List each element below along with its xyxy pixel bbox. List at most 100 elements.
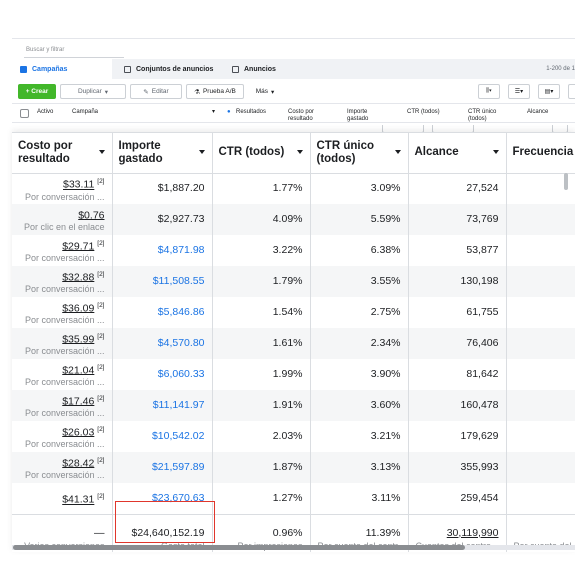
- ads-manager-background: Buscar y filtrar Campañas Conjuntos de a…: [12, 38, 575, 133]
- cell-ctr: 1.87%: [212, 452, 311, 483]
- cell-cost-per-result: $32.88 [2] Por conversación ...: [12, 266, 113, 297]
- cell-reach: 76,406: [408, 328, 507, 359]
- amount-spent-value[interactable]: $6,060.33: [157, 368, 205, 380]
- sort-arrow-icon[interactable]: [296, 150, 303, 154]
- col-unique-ctr: CTR único (todos): [468, 109, 497, 122]
- duplicate-button[interactable]: Duplicar ▾: [60, 84, 126, 99]
- unique-ctr-value: 2.75%: [370, 306, 401, 318]
- ctr-value: 1.54%: [272, 306, 303, 318]
- col-active: Activo: [37, 109, 54, 115]
- cost-per-result-value[interactable]: $26.03: [62, 426, 95, 439]
- cost-per-result-value[interactable]: $21.04: [62, 364, 95, 377]
- footnote-marker: [2]: [97, 239, 105, 247]
- cell-amount-spent: $21,597.89: [112, 452, 213, 483]
- cell-cost-per-result: $0.76 Por clic en el enlace: [12, 204, 113, 235]
- ad-icon: [232, 65, 239, 73]
- cell-reach: 73,769: [408, 204, 507, 235]
- cell-cost-per-result: $26.03 [2] Por conversación ...: [12, 421, 113, 452]
- cost-per-result-value[interactable]: $28.42: [62, 457, 95, 470]
- amount-spent-value[interactable]: $11,141.97: [152, 399, 205, 411]
- ab-test-button[interactable]: ⚗ Prueba A/B: [186, 84, 244, 99]
- cost-per-result-value[interactable]: $33.11: [63, 178, 95, 191]
- header-reach[interactable]: Alcance: [408, 133, 507, 174]
- amount-spent-value[interactable]: $4,570.80: [157, 337, 205, 349]
- total-value[interactable]: 30,119,990: [446, 526, 499, 539]
- col-cpr: Costo por resultado: [288, 109, 315, 122]
- table-row[interactable]: $35.99 [2] Por conversación ... $4,570.80 1…: [12, 328, 575, 359]
- unique-ctr-value: 3.90%: [370, 368, 401, 380]
- header-amount-spent[interactable]: Importe gastado: [112, 133, 213, 174]
- header-ctr-all[interactable]: CTR (todos): [212, 133, 311, 174]
- more-options-icon[interactable]: [568, 84, 575, 99]
- amount-spent-value[interactable]: $23,670.63: [151, 491, 205, 504]
- header-unique-ctr[interactable]: CTR único (todos): [310, 133, 409, 174]
- cell-reach: 130,198: [408, 266, 507, 297]
- amount-spent-value[interactable]: $21,597.89: [151, 461, 205, 473]
- export-icon[interactable]: ▤▾: [538, 84, 560, 99]
- footnote-marker: [2]: [97, 456, 105, 464]
- table-row[interactable]: $21.04 [2] Por conversación ... $6,060.33 1…: [12, 359, 575, 390]
- horizontal-scrollbar[interactable]: [13, 545, 465, 550]
- header-cost-per-result[interactable]: Costo por resultado: [12, 133, 113, 174]
- sort-arrow-icon[interactable]: [198, 150, 205, 154]
- amount-spent-value[interactable]: $4,871.98: [157, 244, 205, 256]
- sort-arrow-icon[interactable]: [98, 150, 105, 154]
- cost-per-result-value[interactable]: $17.46: [62, 395, 95, 408]
- cost-per-result-value[interactable]: $29.71: [62, 240, 95, 253]
- cell-ctr: 3.22%: [212, 235, 311, 266]
- cell-reach: 160,478: [408, 390, 507, 421]
- unique-ctr-value: 6.38%: [370, 244, 401, 256]
- header-frequency[interactable]: Frecuencia: [506, 133, 575, 174]
- tab-adsets[interactable]: Conjuntos de anuncios: [116, 59, 224, 79]
- breakdown-icon[interactable]: ☰▾: [508, 84, 530, 99]
- cell-frequency: [506, 390, 575, 421]
- vertical-scrollbar[interactable]: [564, 173, 568, 190]
- amount-spent-value[interactable]: $10,542.02: [151, 430, 205, 442]
- tab-campaigns[interactable]: Campañas: [12, 59, 112, 79]
- sort-arrow-icon[interactable]: [394, 150, 401, 154]
- table-row[interactable]: $26.03 [2] Por conversación ... $10,542.02…: [12, 421, 575, 452]
- amount-spent-value[interactable]: $11,508.55: [152, 275, 205, 287]
- amount-spent-value: $1,887.20: [157, 182, 205, 195]
- background-column-header: Activo Campaña ▾ ● Resultados Costo por …: [12, 103, 575, 123]
- metrics-table: Costo por resultado Importe gastado CTR …: [12, 133, 575, 552]
- search-underline: [24, 57, 124, 58]
- create-button[interactable]: + Crear: [18, 84, 56, 99]
- table-row[interactable]: $41.31 [2] $23,670.63 1.27% 3.11% 259,454: [12, 483, 575, 514]
- table-row[interactable]: $32.88 [2] Por conversación ... $11,508.55…: [12, 266, 575, 297]
- tab-ads[interactable]: Anuncios: [224, 59, 324, 79]
- pencil-icon: ✎: [143, 88, 149, 96]
- toolbar: + Crear Duplicar ▾ ✎ Editar ⚗ Prueba A/B…: [12, 82, 575, 102]
- amount-spent-value[interactable]: $5,846.86: [157, 306, 205, 318]
- cost-per-result-value[interactable]: $36.09: [62, 302, 95, 315]
- header-label: Alcance: [414, 146, 459, 159]
- cost-per-result-value[interactable]: $32.88: [62, 271, 95, 284]
- table-row[interactable]: $28.42 [2] Por conversación ... $21,597.89…: [12, 452, 575, 483]
- sort-arrow-icon[interactable]: [492, 150, 499, 154]
- table-row[interactable]: $29.71 [2] Por conversación ... $4,871.98 3…: [12, 235, 575, 266]
- columns-icon[interactable]: ⫼▾: [478, 84, 500, 99]
- tab-label: Campañas: [32, 65, 68, 73]
- result-type-caption: Por clic en el enlace: [23, 222, 105, 233]
- table-row[interactable]: $17.46 [2] Por conversación ... $11,141.97…: [12, 390, 575, 421]
- more-button[interactable]: Más ▾: [248, 84, 282, 99]
- cell-amount-spent: $11,508.55: [112, 266, 213, 297]
- select-all-checkbox[interactable]: [20, 109, 29, 118]
- table-row[interactable]: $33.11 [2] Por conversación ... $1,887.20 1…: [12, 173, 575, 204]
- cost-per-result-value[interactable]: $0.76: [78, 209, 105, 222]
- table-row[interactable]: $0.76 Por clic en el enlace $2,927.73 4.09…: [12, 204, 575, 235]
- search-filter-input[interactable]: Buscar y filtrar: [26, 47, 65, 53]
- cost-per-result-value[interactable]: $41.31: [62, 493, 95, 506]
- edit-button[interactable]: ✎ Editar: [130, 84, 182, 99]
- table-row[interactable]: $36.09 [2] Por conversación ... $5,846.86 1…: [12, 297, 575, 328]
- reach-value: 27,524: [466, 182, 499, 195]
- cost-per-result-value[interactable]: $35.99: [62, 333, 95, 346]
- cell-frequency: [506, 452, 575, 483]
- table-header-row: Costo por resultado Importe gastado CTR …: [12, 133, 575, 174]
- header-label: CTR único (todos): [316, 139, 375, 165]
- cell-unique-ctr: 3.21%: [310, 421, 409, 452]
- ctr-value: 1.27%: [272, 491, 303, 504]
- cell-frequency: [506, 421, 575, 452]
- amount-spent-value: $2,927.73: [157, 213, 205, 225]
- grid-icon: [124, 65, 131, 73]
